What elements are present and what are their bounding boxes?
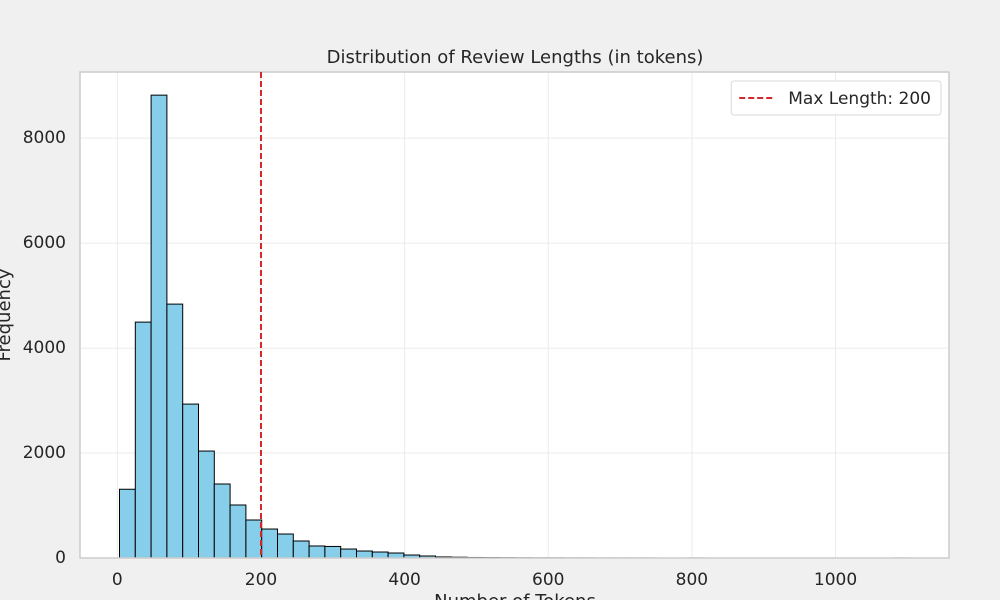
bar — [182, 403, 199, 559]
x-tick-label: 1000 — [814, 570, 857, 590]
bar — [371, 551, 389, 559]
x-tick-label: 800 — [676, 570, 708, 590]
y-tick-label: 2000 — [23, 443, 66, 463]
bar — [340, 548, 358, 559]
x-tick-label: 200 — [245, 570, 277, 590]
bar — [324, 545, 342, 559]
bar — [166, 303, 184, 559]
bar — [198, 450, 215, 559]
bar — [119, 488, 136, 559]
x-axis-label: Number of Tokens — [434, 591, 596, 600]
bar — [213, 483, 231, 559]
bar — [277, 533, 294, 559]
chart-title: Distribution of Review Lengths (in token… — [327, 47, 704, 68]
legend-box — [730, 80, 942, 116]
bar — [261, 528, 279, 559]
y-tick-label: 6000 — [23, 233, 66, 253]
plot-area — [80, 72, 949, 558]
y-tick-label: 0 — [55, 548, 66, 568]
bar — [229, 504, 247, 559]
bar — [150, 94, 168, 559]
bar — [134, 321, 152, 559]
y-tick-label: 8000 — [23, 128, 66, 148]
plot-border — [79, 71, 950, 559]
legend-label: Max Length: 200 — [788, 89, 931, 109]
y-tick-label: 4000 — [23, 338, 66, 358]
bar — [356, 550, 373, 559]
x-tick-label: 0 — [112, 570, 123, 590]
y-axis-label: Frequency — [0, 268, 15, 361]
x-tick-label: 600 — [532, 570, 564, 590]
bar — [245, 519, 263, 559]
x-tick-label: 400 — [388, 570, 420, 590]
bar — [308, 545, 326, 559]
bar — [292, 540, 310, 559]
